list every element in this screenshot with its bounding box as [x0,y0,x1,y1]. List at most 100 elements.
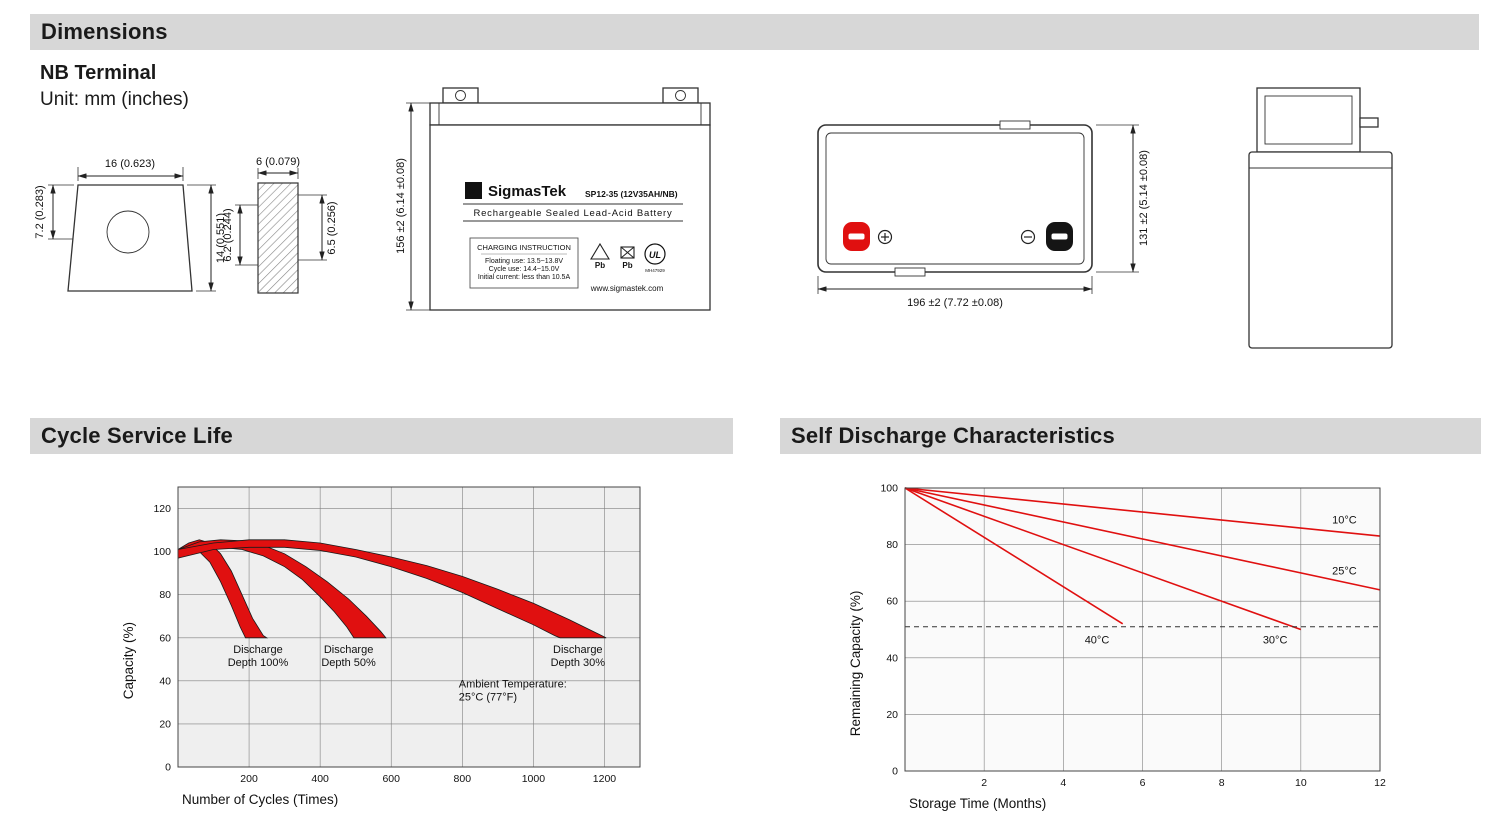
pb-label-1: Pb [595,261,605,270]
svg-text:0: 0 [165,762,171,774]
charging-line-cycle: Cycle use: 14.4~15.0V [489,266,560,273]
svg-text:10°C: 10°C [1332,514,1357,526]
svg-text:Remaining Capacity (%): Remaining Capacity (%) [848,591,863,737]
svg-text:20: 20 [886,709,898,721]
top-view-inner-rim [825,132,1085,265]
terminal-section-outline [257,182,299,294]
battery-label: Σ SigmasTek SP12-35 (12V35AH/NB) Recharg… [463,182,683,293]
positive-terminal-slot [848,233,865,240]
charging-line-initial: Initial current: less than 10.5A [478,274,571,281]
svg-text:100: 100 [880,483,898,495]
model-number: SP12-35 (12V35AH/NB) [585,189,678,199]
sigma-logo-icon [465,182,482,199]
svg-text:Storage Time (Months): Storage Time (Months) [909,796,1046,811]
side-terminal-inner [1264,95,1353,145]
cycle-service-life-chart: 200 400 600 800 1000 1200 0 20 40 60 80 100 120 Disch… [121,486,641,807]
dim-terminal-height-7-2: 7.2 (0.283) [34,184,74,240]
svg-text:60: 60 [886,596,898,608]
svg-text:60: 60 [159,632,171,644]
pb-no-trash-icon: Pb [620,246,635,270]
svg-text:4: 4 [1060,777,1066,789]
battery-side-view [1248,87,1393,349]
svg-text:800: 800 [454,773,472,785]
front-terminal-left-hole [455,90,466,101]
charging-title: CHARGING INSTRUCTION [477,243,571,252]
dim-section-left-6-2: 6.2 (0.244) [222,204,258,266]
dim-label-battery-width: 131 ±2 (5.14 ±0.08) [1138,150,1150,246]
cycle-service-life-header: Cycle Service Life [30,418,733,454]
minus-symbol-icon [1020,229,1036,245]
side-terminal-tab [1359,117,1379,128]
svg-text:Capacity (%): Capacity (%) [121,622,136,699]
dim-terminal-height-14: 14 (0.551) [187,184,227,292]
unit-note: Unit: mm (inches) [40,89,189,110]
svg-text:80: 80 [159,589,171,601]
nb-terminal-heading: NB Terminal [40,62,157,84]
svg-text:Ambient Temperature:25°C (77°F: Ambient Temperature: 25°C (77°F) [459,678,567,703]
charging-line-floating: Floating use: 13.5~13.8V [485,258,563,265]
terminal-bolt-hole [106,210,150,254]
negative-terminal-slot [1051,233,1068,240]
battery-body [429,124,711,311]
side-terminal-housing [1256,87,1361,153]
dim-battery-width-131: 131 ±2 (5.14 ±0.08) [1096,124,1150,273]
dim-label-terminal-height-right: 14 (0.551) [215,213,227,263]
sigma-logo-glyph: Σ [470,184,478,199]
svg-text:400: 400 [311,773,329,785]
brand-name: SigmasTek [488,183,567,200]
battery-top-view: 196 ±2 (7.72 ±0.08) 131 ±2 (5.14 ±0.08) [817,120,1150,309]
battery-subtitle: Rechargeable Sealed Lead-Acid Battery [473,208,672,219]
svg-text:20: 20 [159,718,171,730]
dim-battery-height-156: 156 ±2 (6.14 ±0.08) [395,102,430,311]
ul-text: UL [649,250,661,260]
website-url: www.sigmastek.com [590,284,664,293]
dim-battery-length-196: 196 ±2 (7.72 ±0.08) [817,276,1093,309]
ul-mark-icon: UL MH47929 [644,243,666,273]
svg-text:25°C: 25°C [1332,565,1357,577]
dim-terminal-width-16: 16 (0.623) [77,158,184,181]
dim-section-right-6-5: 6.5 (0.256) [298,194,338,261]
dim-label-battery-height: 156 ±2 (6.14 ±0.08) [395,158,407,254]
svg-text:0: 0 [892,766,898,778]
side-body [1248,151,1393,349]
dim-section-width-6: 6 (0.079) [256,156,300,179]
top-notch [999,120,1031,130]
dimensions-title: Dimensions [41,19,168,44]
svg-text:40: 40 [159,675,171,687]
cycle-service-life-title: Cycle Service Life [41,423,233,448]
dim-label-terminal-height-left: 7.2 (0.283) [34,185,46,238]
terminal-front-drawing: 16 (0.623) 7.2 (0.283) 14 (0.551) [34,158,227,292]
self-discharge-title: Self Discharge Characteristics [791,423,1115,448]
svg-text:80: 80 [886,539,898,551]
svg-text:12: 12 [1374,777,1386,789]
dim-label-section-left: 6.2 (0.244) [222,208,234,261]
front-terminal-right-hole [675,90,686,101]
self-discharge-chart: 2 4 6 8 10 12 0 20 40 60 80 100 10°C 25°C 30°C 40°C Stor… [848,483,1386,812]
charging-instruction-box: CHARGING INSTRUCTION Floating use: 13.5~… [469,237,579,289]
dim-label-terminal-width: 16 (0.623) [105,158,155,170]
svg-text:1000: 1000 [522,773,546,785]
battery-lid [429,102,711,126]
terminal-section-drawing: 6 (0.079) 6.2 (0.244) 6.5 (0.256) [222,156,338,294]
dimensions-section-header: Dimensions [30,14,1479,50]
bottom-notch [894,267,926,277]
top-view-outline [817,124,1093,273]
pb-label-2: Pb [622,261,632,270]
pb-recycle-icon: Pb [590,242,610,270]
terminal-front-outline [67,184,193,292]
svg-text:1200: 1200 [593,773,617,785]
dim-label-section-right: 6.5 (0.256) [326,201,338,254]
svg-text:100: 100 [153,546,171,558]
plus-symbol-icon [877,229,893,245]
svg-text:10: 10 [1295,777,1307,789]
dim-label-section-width: 6 (0.079) [256,156,300,168]
svg-text:600: 600 [382,773,400,785]
svg-text:2: 2 [981,777,987,789]
svg-text:30°C: 30°C [1263,635,1288,647]
self-discharge-header: Self Discharge Characteristics [780,418,1481,454]
svg-text:40: 40 [886,652,898,664]
svg-text:6: 6 [1140,777,1146,789]
